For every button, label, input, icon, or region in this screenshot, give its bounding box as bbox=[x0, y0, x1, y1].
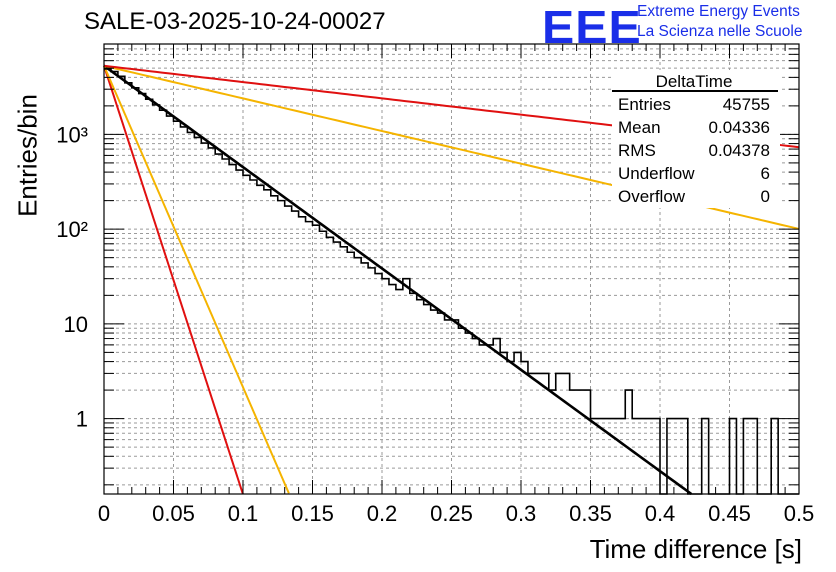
x-tick-label: 0.3 bbox=[506, 501, 537, 526]
y-tick-label: 10 bbox=[64, 312, 88, 337]
y-tick-label: 1 bbox=[76, 407, 88, 432]
x-axis-label: Time difference [s] bbox=[589, 534, 802, 564]
x-tick-label: 0.4 bbox=[645, 501, 676, 526]
y-tick-label: 10³ bbox=[56, 122, 88, 147]
x-tick-label: 0.35 bbox=[569, 501, 612, 526]
stats-value-rms: 0.04378 bbox=[709, 141, 770, 160]
logo-subtitle-line1: Extreme Energy Events bbox=[637, 3, 800, 20]
stats-label-rms: RMS bbox=[618, 141, 656, 160]
stats-box-title: DeltaTime bbox=[656, 72, 733, 91]
y-tick-label: 10² bbox=[56, 217, 88, 242]
stats-box bbox=[612, 70, 780, 208]
x-tick-label: 0.5 bbox=[784, 501, 815, 526]
logo-subtitle-line2: La Scienza nelle Scuole bbox=[637, 23, 803, 40]
x-tick-label: 0.25 bbox=[430, 501, 473, 526]
stats-label-entries: Entries bbox=[618, 95, 671, 114]
curve-orange-steep bbox=[103, 65, 290, 494]
stats-label-mean: Mean bbox=[618, 118, 661, 137]
curve-red-steep bbox=[103, 65, 244, 495]
x-tick-label: 0.05 bbox=[152, 501, 195, 526]
stats-value-entries: 45755 bbox=[723, 95, 770, 114]
x-tick-label: 0 bbox=[98, 501, 110, 526]
stats-value-overflow: 0 bbox=[761, 187, 770, 206]
stats-value-underflow: 6 bbox=[761, 164, 770, 183]
curve-fit bbox=[103, 64, 693, 496]
stats-label-underflow: Underflow bbox=[618, 164, 695, 183]
x-tick-label: 0.1 bbox=[228, 501, 259, 526]
stats-label-overflow: Overflow bbox=[618, 187, 686, 206]
chart-title: SALE-03-2025-10-24-00027 bbox=[84, 8, 386, 35]
x-tick-label: 0.45 bbox=[708, 501, 751, 526]
stats-value-mean: 0.04336 bbox=[709, 118, 770, 137]
x-tick-label: 0.15 bbox=[291, 501, 334, 526]
x-tick-label: 0.2 bbox=[367, 501, 398, 526]
